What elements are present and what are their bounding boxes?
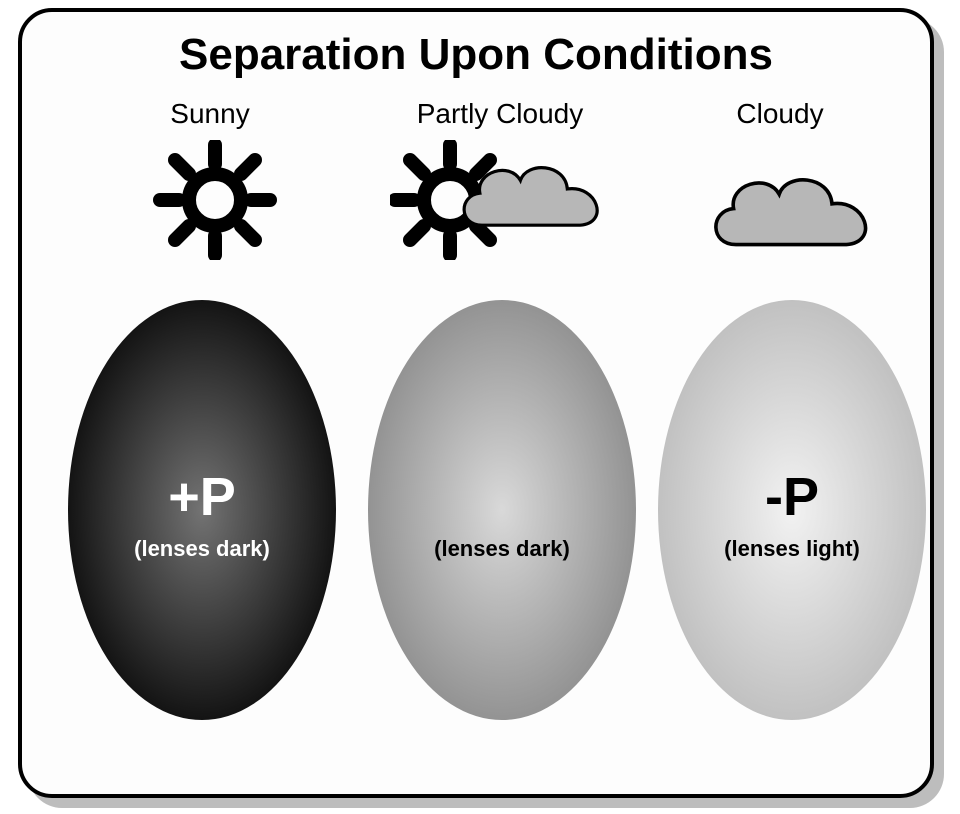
condition-label-sunny: Sunny <box>70 98 350 130</box>
lens-ellipse-partly: (lenses dark) <box>368 300 636 720</box>
lens-sub-label-cloudy: (lenses light) <box>658 536 926 562</box>
lens-ellipse-cloudy: -P (lenses light) <box>658 300 926 720</box>
condition-label-partly: Partly Cloudy <box>360 98 640 130</box>
lens-p-label-sunny: +P <box>68 470 336 524</box>
condition-label-cloudy: Cloudy <box>640 98 920 130</box>
partly-cloudy-icon <box>400 140 600 260</box>
lens-ellipse-sunny: +P (lenses dark) <box>68 300 336 720</box>
lens-sub-label-partly: (lenses dark) <box>368 536 636 562</box>
lens-p-label-cloudy: -P <box>658 470 926 524</box>
cloud-icon <box>700 150 880 260</box>
sun-icon <box>150 140 280 260</box>
lens-sub-label-sunny: (lenses dark) <box>68 536 336 562</box>
diagram-title: Separation Upon Conditions <box>18 30 934 80</box>
